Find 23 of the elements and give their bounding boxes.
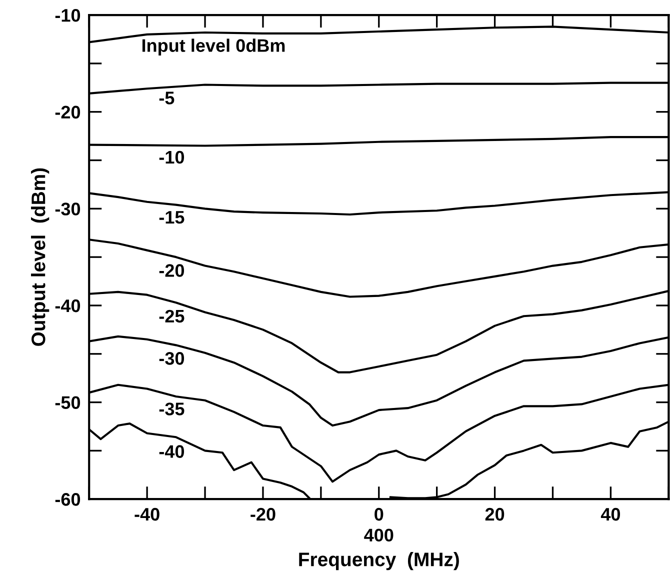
x-axis-title: Frequency (MHz) xyxy=(299,552,459,570)
y-tick-label: -50 xyxy=(55,396,80,410)
series-label: -30 xyxy=(159,352,184,365)
series-label: -15 xyxy=(159,211,184,224)
y-tick-label: -60 xyxy=(55,493,80,506)
y-axis-title: Output level (dBm) xyxy=(31,168,50,346)
x-tick-label: -40 xyxy=(134,508,160,521)
x-tick-label: -20 xyxy=(250,508,276,521)
x-tick-label: 0 xyxy=(374,508,384,521)
legend-label: Input level 0dBm xyxy=(142,38,285,56)
x-tick-label: 40 xyxy=(600,508,620,521)
y-tick-label: -10 xyxy=(55,8,80,22)
series-label: -5 xyxy=(159,92,174,104)
text: 400 xyxy=(364,528,394,542)
series-label: -20 xyxy=(159,264,184,277)
y-tick-label: -40 xyxy=(55,299,80,312)
x-tick-label: 20 xyxy=(485,508,504,521)
y-tick-label: -30 xyxy=(55,202,80,216)
series-label: -25 xyxy=(159,310,184,323)
series-label: -40 xyxy=(159,445,184,458)
y-tick-label: -20 xyxy=(55,106,80,119)
series-label: -10 xyxy=(159,150,184,164)
series-label: -35 xyxy=(159,402,184,416)
